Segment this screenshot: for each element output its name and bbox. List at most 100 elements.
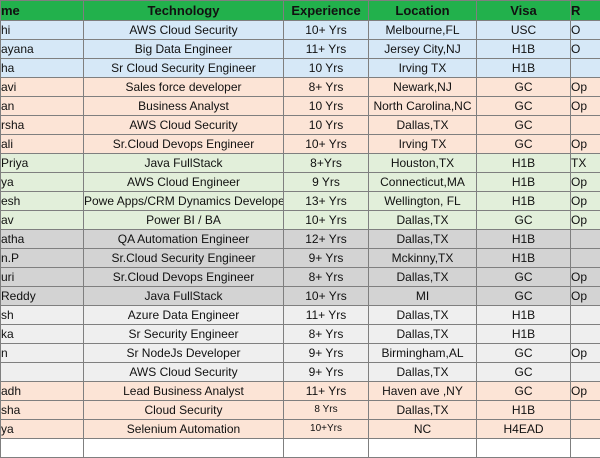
cell-experience[interactable]: 9+ Yrs [284,344,369,363]
cell-extra[interactable]: O [571,40,600,59]
cell-extra[interactable]: Op [571,344,600,363]
cell-name[interactable]: sh [1,306,84,325]
col-header-experience[interactable]: Experience [284,1,369,21]
cell-name[interactable]: esh [1,192,84,211]
cell-visa[interactable]: H1B [477,173,571,192]
cell-location[interactable]: Newark,NJ [369,78,477,97]
cell-visa[interactable]: H1B [477,230,571,249]
cell-technology[interactable]: AWS Cloud Engineer [84,173,284,192]
cell-name[interactable] [1,439,84,458]
cell-visa[interactable]: H1B [477,401,571,420]
cell-name[interactable]: ali [1,135,84,154]
cell-name[interactable]: ha [1,59,84,78]
cell-location[interactable]: Dallas,TX [369,268,477,287]
cell-location[interactable]: MI [369,287,477,306]
cell-location[interactable]: Dallas,TX [369,401,477,420]
cell-experience[interactable]: 9+ Yrs [284,249,369,268]
cell-visa[interactable]: H1B [477,154,571,173]
cell-technology[interactable] [84,439,284,458]
cell-technology[interactable]: Selenium Automation [84,420,284,439]
cell-location[interactable]: Dallas,TX [369,363,477,382]
cell-technology[interactable]: AWS Cloud Security [84,363,284,382]
cell-extra[interactable]: Op [571,135,600,154]
cell-experience[interactable]: 13+ Yrs [284,192,369,211]
cell-visa[interactable]: H1B [477,40,571,59]
cell-extra[interactable]: Op [571,192,600,211]
cell-location[interactable]: Dallas,TX [369,116,477,135]
cell-experience[interactable]: 11+ Yrs [284,306,369,325]
cell-name[interactable]: n.P [1,249,84,268]
cell-location[interactable]: Birmingham,AL [369,344,477,363]
cell-location[interactable]: North Carolina,NC [369,97,477,116]
cell-experience[interactable]: 11+ Yrs [284,382,369,401]
cell-extra[interactable]: Op [571,211,600,230]
cell-technology[interactable]: Sales force developer [84,78,284,97]
cell-name[interactable]: Reddy [1,287,84,306]
cell-visa[interactable]: GC [477,344,571,363]
cell-location[interactable]: Melbourne,FL [369,21,477,40]
cell-location[interactable]: Haven ave ,NY [369,382,477,401]
cell-location[interactable]: Dallas,TX [369,230,477,249]
col-header-extra[interactable]: R [571,1,600,21]
cell-visa[interactable]: GC [477,268,571,287]
cell-extra[interactable] [571,230,600,249]
cell-experience[interactable]: 11+ Yrs [284,40,369,59]
cell-extra[interactable] [571,116,600,135]
cell-extra[interactable]: Op [571,97,600,116]
cell-technology[interactable]: Java FullStack [84,154,284,173]
cell-technology[interactable]: AWS Cloud Security [84,21,284,40]
cell-experience[interactable]: 10+ Yrs [284,135,369,154]
cell-location[interactable] [369,439,477,458]
cell-location[interactable]: Irving TX [369,135,477,154]
col-header-technology[interactable]: Technology [84,1,284,21]
cell-name[interactable]: av [1,211,84,230]
cell-visa[interactable]: GC [477,135,571,154]
cell-technology[interactable]: Java FullStack [84,287,284,306]
cell-extra[interactable]: TX [571,154,600,173]
cell-location[interactable]: NC [369,420,477,439]
cell-technology[interactable]: Sr.Cloud Security Engineer [84,249,284,268]
cell-technology[interactable]: Powe Apps/CRM Dynamics Developer [84,192,284,211]
cell-visa[interactable]: H1B [477,325,571,344]
cell-technology[interactable]: Sr.Cloud Devops Engineer [84,135,284,154]
cell-visa[interactable]: GC [477,382,571,401]
col-header-location[interactable]: Location [369,1,477,21]
cell-location[interactable]: Houston,TX [369,154,477,173]
cell-technology[interactable]: Sr Cloud Security Engineer [84,59,284,78]
cell-experience[interactable]: 8 Yrs [284,401,369,420]
cell-technology[interactable]: QA Automation Engineer [84,230,284,249]
cell-name[interactable]: ayana [1,40,84,59]
cell-location[interactable]: Mckinny,TX [369,249,477,268]
cell-experience[interactable]: 10+ Yrs [284,21,369,40]
cell-extra[interactable]: Op [571,78,600,97]
cell-experience[interactable]: 12+ Yrs [284,230,369,249]
cell-name[interactable]: avi [1,78,84,97]
cell-experience[interactable]: 10 Yrs [284,59,369,78]
cell-experience[interactable] [284,439,369,458]
cell-visa[interactable]: GC [477,116,571,135]
cell-name[interactable]: Priya [1,154,84,173]
cell-visa[interactable]: H1B [477,192,571,211]
cell-extra[interactable] [571,439,600,458]
cell-visa[interactable]: H4EAD [477,420,571,439]
col-header-name[interactable]: me [1,1,84,21]
cell-visa[interactable]: H1B [477,306,571,325]
